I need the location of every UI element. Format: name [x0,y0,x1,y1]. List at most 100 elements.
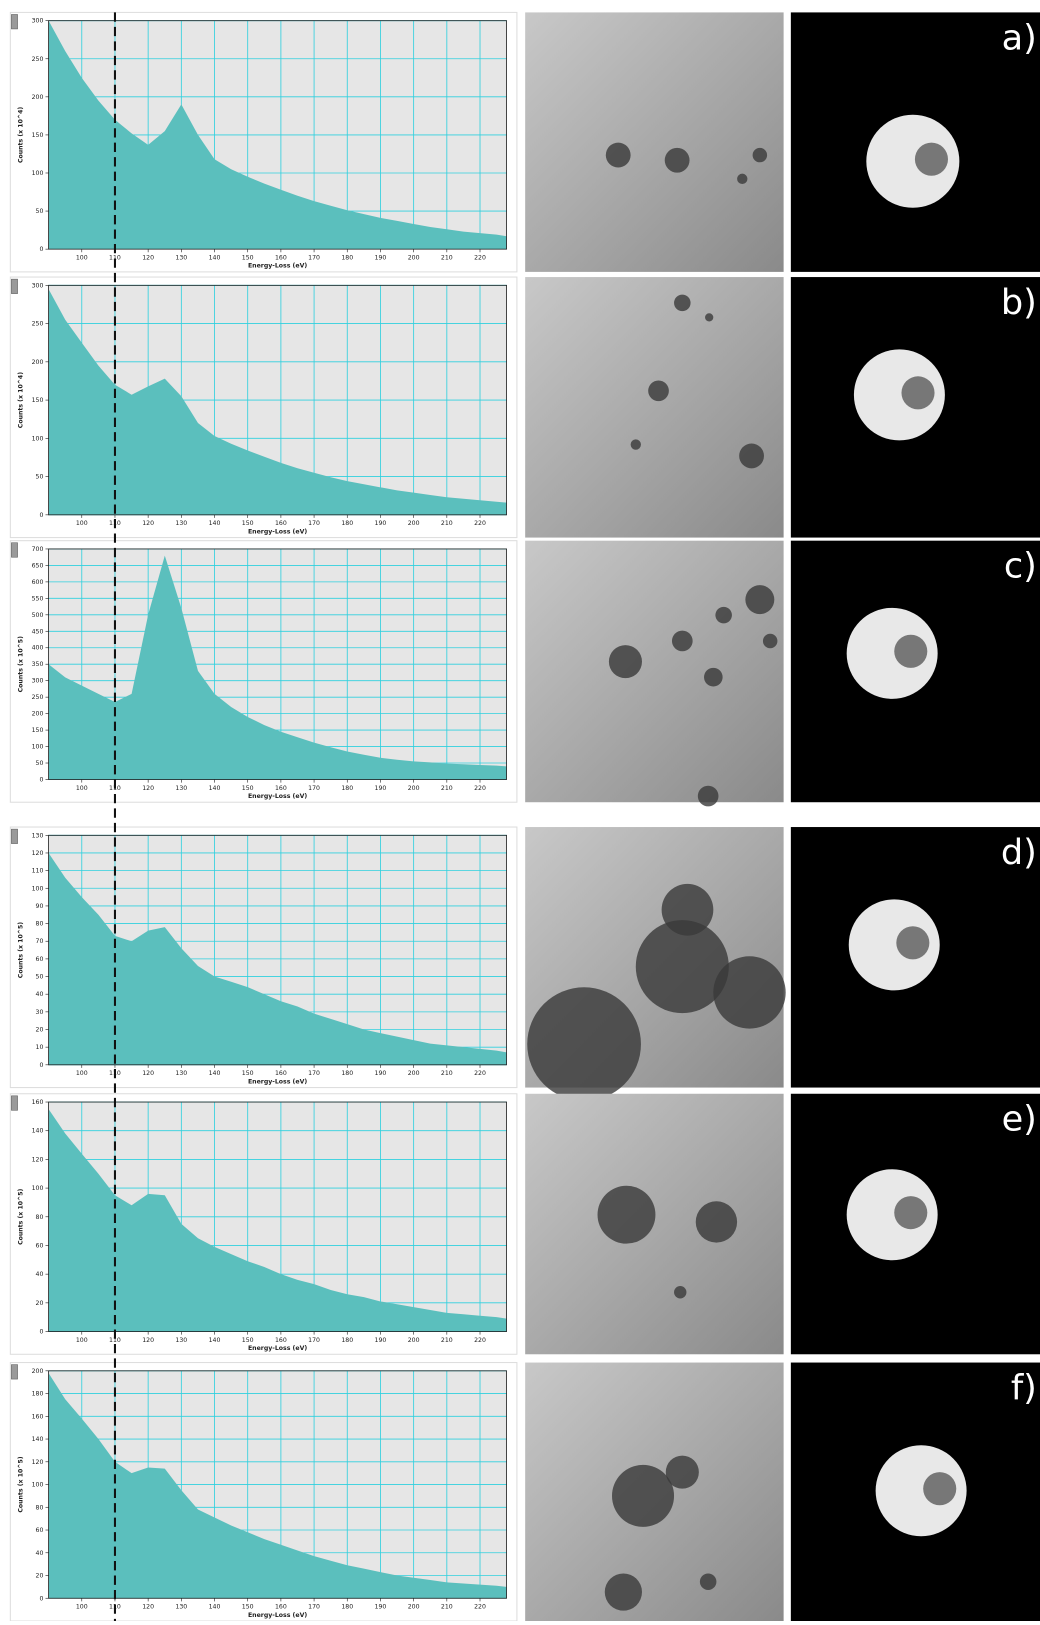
particle [671,630,693,652]
y-tick-label: 100 [32,1482,44,1489]
x-tick-label: 210 [441,785,453,792]
plot-frame [48,284,507,516]
y-tick-label: 120 [32,1156,44,1163]
tem-image [525,277,784,538]
x-tick-label: 130 [175,520,187,527]
x-tick-label: 150 [242,1604,254,1611]
particle [715,606,732,624]
y-tick-label: 10 [36,1044,44,1051]
x-tick-label: 120 [142,1337,154,1344]
x-tick-label: 160 [275,1337,287,1344]
x-tick-label: 140 [209,520,221,527]
x-tick-label: 130 [175,1337,187,1344]
y-tick-label: 450 [32,628,44,635]
x-tick-label: 200 [408,254,420,261]
y-tick-label: 300 [32,282,44,289]
x-tick-label: 210 [441,1337,453,1344]
aperture [848,899,940,991]
plot-frame [48,1101,507,1332]
y-tick-label: 140 [32,1436,44,1443]
x-tick-label: 170 [308,520,320,527]
y-tick-label: 130 [32,832,44,839]
x-tick-label: 190 [375,254,387,261]
panel-icon [11,14,18,30]
plot-frame [48,548,507,780]
x-tick-label: 100 [76,254,88,261]
x-tick-label: 170 [308,1337,320,1344]
y-tick-label: 100 [32,170,44,177]
x-axis-title: Energy-Loss (eV) [248,1345,307,1352]
aperture [875,1445,967,1537]
y-tick-label: 80 [36,1214,44,1221]
x-tick-label: 100 [76,1337,88,1344]
particle [697,785,719,807]
x-tick-label: 150 [242,785,254,792]
particle [635,920,729,1014]
plot-frame [48,834,507,1066]
y-tick-label: 0 [39,1329,43,1336]
x-tick-label: 210 [441,1604,453,1611]
y-tick-label: 90 [36,903,44,910]
y-tick-label: 150 [32,397,44,404]
x-tick-label: 160 [275,520,287,527]
tem-image [525,540,784,803]
tem-image [525,12,784,272]
y-tick-label: 80 [36,921,44,928]
plot-frame [48,1370,507,1599]
panel-icon [11,1095,18,1111]
x-axis-title: Energy-Loss (eV) [248,793,307,800]
x-tick-label: 220 [474,1337,486,1344]
y-tick-label: 120 [32,850,44,857]
x-tick-label: 220 [474,1070,486,1077]
particle-in-aperture [894,634,928,668]
y-tick-label: 60 [36,1242,44,1249]
y-tick-label: 40 [36,1550,44,1557]
y-tick-label: 300 [32,18,44,25]
particle [745,585,775,615]
y-tick-label: 20 [36,1573,44,1580]
tem-image [525,1093,784,1355]
x-tick-label: 120 [142,254,154,261]
x-tick-label: 200 [408,785,420,792]
y-tick-label: 80 [36,1504,44,1511]
x-tick-label: 180 [341,520,353,527]
x-tick-label: 220 [474,254,486,261]
y-tick-label: 120 [32,1459,44,1466]
x-axis-title: Energy-Loss (eV) [248,528,307,535]
x-tick-label: 220 [474,520,486,527]
x-axis-title: Energy-Loss (eV) [248,1612,307,1619]
x-tick-label: 130 [175,1070,187,1077]
x-tick-label: 150 [242,1070,254,1077]
x-tick-label: 170 [308,1070,320,1077]
panel-label: e) [1002,1099,1037,1140]
particle [705,313,714,322]
x-tick-label: 150 [242,254,254,261]
particle [713,956,786,1029]
y-tick-label: 600 [32,579,44,586]
x-tick-label: 170 [308,785,320,792]
aperture [866,114,960,208]
x-tick-label: 130 [175,254,187,261]
particle-in-aperture [914,142,948,176]
aperture [846,1169,938,1261]
y-tick-label: 250 [32,694,44,701]
spectrum-area [48,555,507,780]
x-tick-label: 200 [408,1070,420,1077]
spectrum-area [48,1109,507,1332]
y-tick-label: 20 [36,1027,44,1034]
y-tick-label: 550 [32,595,44,602]
y-tick-label: 400 [32,645,44,652]
x-tick-label: 200 [408,1337,420,1344]
aperture [853,349,945,441]
y-tick-label: 60 [36,956,44,963]
x-tick-label: 110 [109,254,121,261]
y-axis-title: Counts (x 10^4) [18,107,25,163]
x-axis-title: Energy-Loss (eV) [248,1078,307,1085]
spectrum-area [48,852,507,1065]
particle [605,142,631,168]
panel-label: f) [1011,1367,1037,1408]
x-tick-label: 160 [275,1604,287,1611]
y-tick-label: 160 [32,1099,44,1106]
spectrum-area [48,1373,507,1599]
aperture [846,607,938,699]
